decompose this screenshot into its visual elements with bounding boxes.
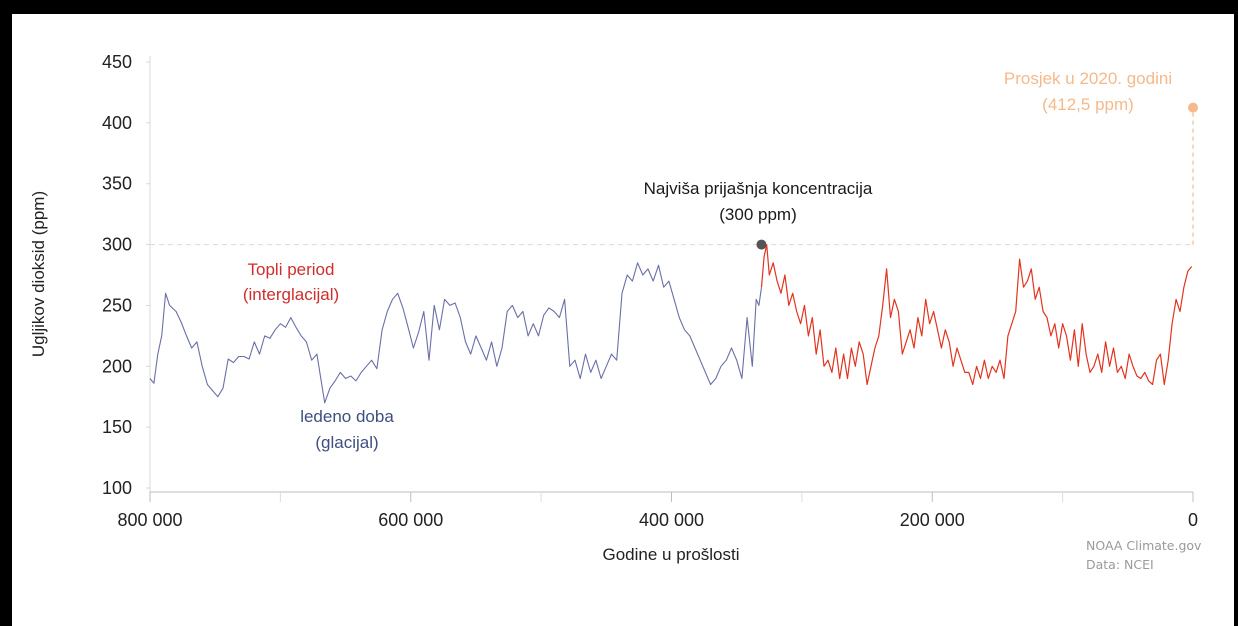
annotation-glacial-line1: ledeno doba — [300, 407, 394, 426]
y-tick-label: 150 — [102, 417, 132, 437]
annotation-2020-line1: Prosjek u 2020. godini — [1004, 69, 1172, 88]
average-2020-point — [1188, 102, 1198, 113]
series-glacial-era-line — [149, 262, 763, 404]
chart-frame: 800 000 600 000 400 000 200 000 0 100 150 200 2… — [12, 14, 1234, 626]
y-tick-label: 250 — [102, 295, 132, 315]
credit-line2: Data: NCEI — [1086, 557, 1154, 572]
annotation-interglacial: Topli period (interglacijal) — [243, 260, 339, 304]
annotation-max-previous-line2: (300 ppm) — [719, 205, 796, 224]
y-tick-label: 300 — [102, 235, 132, 255]
annotation-max-previous: Najviša prijašnja koncentracija (300 ppm… — [644, 179, 873, 224]
annotation-2020-average: Prosjek u 2020. godini (412,5 ppm) — [1004, 69, 1172, 114]
y-tick-label: 350 — [102, 174, 132, 194]
x-tick-label: 400 000 — [639, 510, 704, 530]
x-tick-label: 600 000 — [378, 510, 443, 530]
y-tick-label: 450 — [102, 52, 132, 72]
y-ticks: 100 150 200 250 300 350 400 450 — [102, 52, 150, 498]
y-tick-label: 200 — [102, 356, 132, 376]
x-axis-label: Godine u prošlosti — [602, 545, 739, 564]
points-group — [756, 102, 1198, 250]
annotation-2020-line2: (412,5 ppm) — [1042, 95, 1134, 114]
annotation-interglacial-line2: (interglacijal) — [243, 285, 339, 304]
annotation-glacial: ledeno doba (glacijal) — [300, 407, 394, 452]
annotation-interglacial-line1: Topli period — [248, 260, 335, 279]
x-tick-label: 0 — [1188, 510, 1198, 530]
annotation-glacial-line2: (glacijal) — [315, 433, 378, 452]
series-recent-era-line — [760, 244, 1193, 386]
credit-line1: NOAA Climate.gov — [1086, 538, 1202, 553]
x-tick-label: 800 000 — [117, 510, 182, 530]
co2-chart: 800 000 600 000 400 000 200 000 0 100 150 200 2… — [29, 52, 1202, 572]
series-group — [149, 107, 1194, 404]
x-tick-label: 200 000 — [900, 510, 965, 530]
max-previous-point — [756, 239, 767, 250]
y-axis-label: Ugljikov dioksid (ppm) — [29, 191, 48, 357]
credit: NOAA Climate.gov Data: NCEI — [1086, 538, 1202, 572]
y-tick-label: 100 — [102, 478, 132, 498]
y-tick-label: 400 — [102, 113, 132, 133]
annotation-max-previous-line1: Najviša prijašnja koncentracija — [644, 179, 873, 198]
x-ticks: 800 000 600 000 400 000 200 000 0 — [117, 492, 1198, 530]
